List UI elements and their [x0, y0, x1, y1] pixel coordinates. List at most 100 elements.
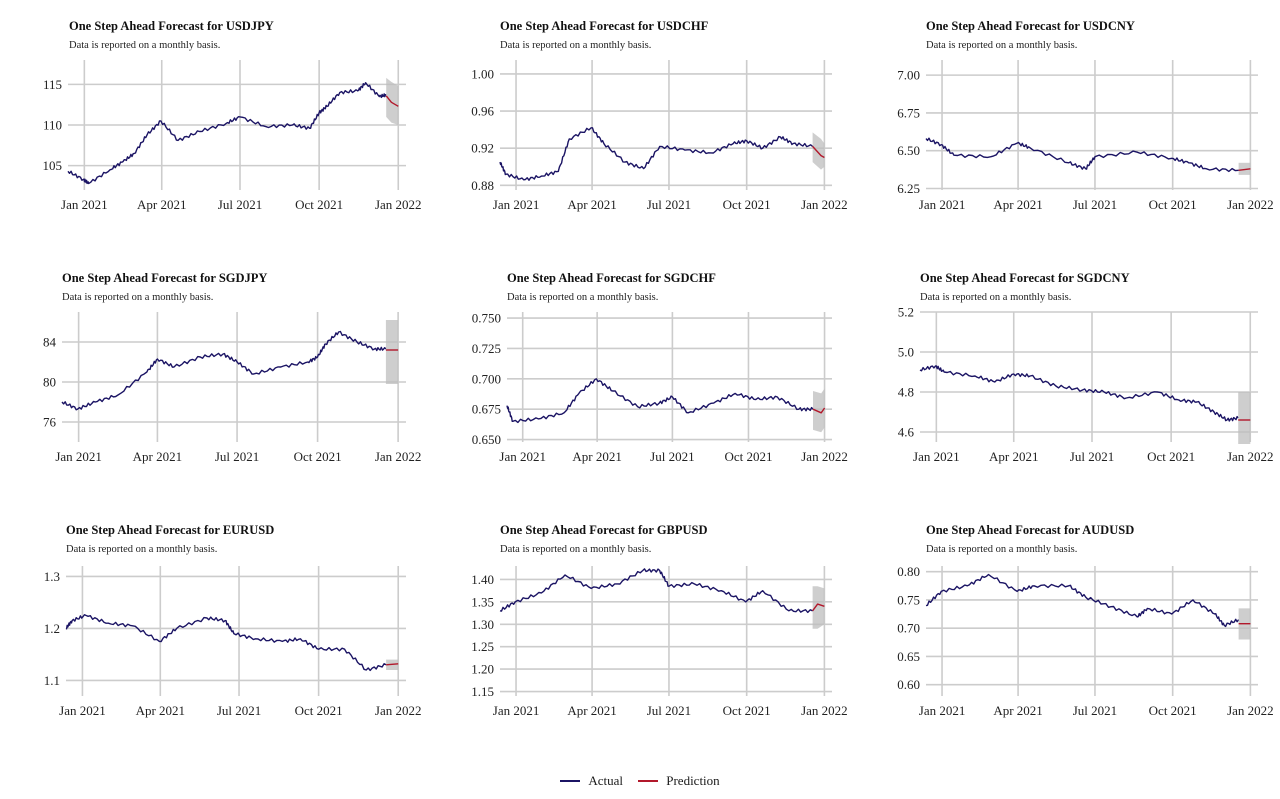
y-tick-label: 0.65 [897, 649, 920, 664]
panel-title: One Step Ahead Forecast for AUDUSD [926, 523, 1135, 537]
y-tick-label: 1.3 [44, 569, 60, 584]
plot-area: 4.6 4.8 5.0 5.2 Jan 2021 Apr 2021 Jul 2021 Oct … [898, 305, 1274, 465]
y-tick-label: 4.8 [898, 385, 914, 400]
x-tick-label: Jan 2021 [919, 703, 966, 718]
series-line-actual [499, 568, 813, 614]
y-tick-label: 1.20 [471, 662, 494, 677]
x-tick-label: Jan 2021 [61, 197, 108, 212]
x-tick-label: Jan 2022 [375, 197, 422, 212]
series-line-prediction [1238, 168, 1251, 171]
y-tick-label: 6.75 [897, 105, 920, 120]
panel-title: One Step Ahead Forecast for GBPUSD [500, 523, 708, 537]
prediction-interval-band [813, 388, 825, 433]
panel-subtitle: Data is reported on a monthly basis. [507, 292, 659, 303]
plot-area: 76 80 84 Jan 2021 Apr 2021 Jul 2021 Oct 2021 Ja… [43, 312, 421, 464]
x-tick-label: Apr 2021 [567, 197, 616, 212]
panel-title: One Step Ahead Forecast for SGDCHF [507, 271, 716, 285]
x-tick-label: Oct 2021 [294, 449, 342, 464]
y-tick-label: 0.96 [471, 104, 494, 119]
y-tick-label: 6.50 [897, 143, 920, 158]
series-line-actual [65, 614, 387, 672]
x-tick-label: Oct 2021 [1149, 197, 1197, 212]
x-tick-label: Jan 2021 [493, 197, 540, 212]
y-tick-label: 110 [43, 118, 62, 133]
y-tick-label: 1.00 [471, 66, 494, 81]
legend-item-prediction: Prediction [638, 773, 720, 789]
x-tick-label: Apr 2021 [572, 449, 621, 464]
x-tick-label: Apr 2021 [989, 449, 1038, 464]
panel-subtitle: Data is reported on a monthly basis. [926, 40, 1078, 51]
x-tick-label: Jan 2022 [801, 197, 848, 212]
x-tick-label: Oct 2021 [1149, 703, 1197, 718]
x-tick-label: Apr 2021 [993, 703, 1042, 718]
panel-title: One Step Ahead Forecast for USDCNY [926, 19, 1135, 33]
y-tick-label: 1.30 [471, 617, 494, 632]
x-tick-label: Jan 2022 [1227, 703, 1274, 718]
x-tick-label: Jan 2021 [919, 197, 966, 212]
y-tick-label: 0.70 [897, 621, 920, 636]
legend-item-actual: Actual [560, 773, 623, 789]
plot-area: 1.15 1.20 1.25 1.30 1.35 1.40 Jan 2021 Apr 2021… [471, 566, 848, 718]
series-line-actual [67, 82, 387, 185]
y-tick-label: 0.650 [472, 432, 501, 447]
x-tick-label: Oct 2021 [1147, 449, 1195, 464]
y-tick-label: 0.92 [471, 141, 494, 156]
x-tick-label: Jan 2022 [1227, 449, 1274, 464]
x-tick-label: Jan 2021 [499, 449, 546, 464]
y-tick-label: 0.700 [472, 371, 501, 386]
y-tick-label: 1.2 [44, 621, 60, 636]
x-tick-label: Jul 2021 [217, 703, 261, 718]
x-tick-label: Apr 2021 [993, 197, 1042, 212]
x-tick-label: Oct 2021 [724, 449, 772, 464]
legend-label-actual: Actual [588, 773, 623, 788]
x-tick-label: Jan 2022 [801, 449, 848, 464]
y-tick-label: 1.35 [471, 594, 494, 609]
x-tick-label: Oct 2021 [295, 703, 343, 718]
x-tick-label: Apr 2021 [137, 197, 186, 212]
y-tick-label: 0.60 [897, 677, 920, 692]
plot-area: 0.88 0.92 0.96 1.00 Jan 2021 Apr 2021 Jul 2021… [471, 60, 848, 212]
legend-label-prediction: Prediction [666, 773, 720, 788]
x-tick-label: Apr 2021 [136, 703, 185, 718]
y-tick-label: 0.725 [472, 341, 501, 356]
series-line-prediction [812, 145, 825, 159]
panel-subtitle: Data is reported on a monthly basis. [62, 292, 214, 303]
series-line-actual [919, 365, 1239, 422]
legend-key-prediction [638, 780, 659, 782]
y-tick-label: 80 [43, 375, 56, 390]
prediction-interval-band [812, 132, 825, 170]
x-tick-label: Jul 2021 [218, 197, 262, 212]
x-tick-label: Oct 2021 [723, 703, 771, 718]
x-tick-label: Jul 2021 [215, 449, 259, 464]
y-tick-label: 5.2 [898, 305, 914, 320]
y-tick-label: 84 [43, 335, 57, 350]
panel-title: One Step Ahead Forecast for EURUSD [66, 523, 275, 537]
x-tick-label: Jul 2021 [1070, 449, 1114, 464]
plot-area: 0.650 0.675 0.700 0.725 0.750 Jan 2021 Apr 202… [472, 311, 848, 464]
series-line-prediction [812, 603, 825, 612]
y-tick-label: 1.40 [471, 572, 494, 587]
prediction-interval-band [385, 320, 399, 384]
panel-title: One Step Ahead Forecast for SGDJPY [62, 271, 268, 285]
series-line-actual [925, 573, 1240, 628]
series-line-prediction [812, 407, 826, 414]
x-tick-label: Jan 2022 [375, 703, 422, 718]
x-tick-label: Jul 2021 [650, 449, 694, 464]
x-tick-label: Jan 2021 [913, 449, 960, 464]
y-tick-label: 1.15 [471, 684, 494, 699]
panel-subtitle: Data is reported on a monthly basis. [69, 40, 221, 51]
x-tick-label: Jan 2021 [493, 703, 540, 718]
x-tick-label: Jul 2021 [1073, 703, 1117, 718]
x-tick-label: Jan 2021 [59, 703, 106, 718]
y-tick-label: 0.75 [897, 592, 920, 607]
x-tick-label: Jan 2022 [1227, 197, 1274, 212]
series-line-prediction [385, 95, 399, 107]
prediction-interval-band [1238, 392, 1251, 444]
x-tick-label: Jan 2021 [55, 449, 102, 464]
x-tick-label: Jan 2022 [801, 703, 848, 718]
legend-key-actual [560, 780, 581, 782]
plot-area: 105 110 115 Jan 2021 Apr 2021 Jul 2021 Oct 202… [43, 60, 422, 212]
y-tick-label: 5.0 [898, 345, 914, 360]
legend: Actual Prediction [0, 770, 1280, 789]
prediction-interval-band [386, 77, 399, 125]
